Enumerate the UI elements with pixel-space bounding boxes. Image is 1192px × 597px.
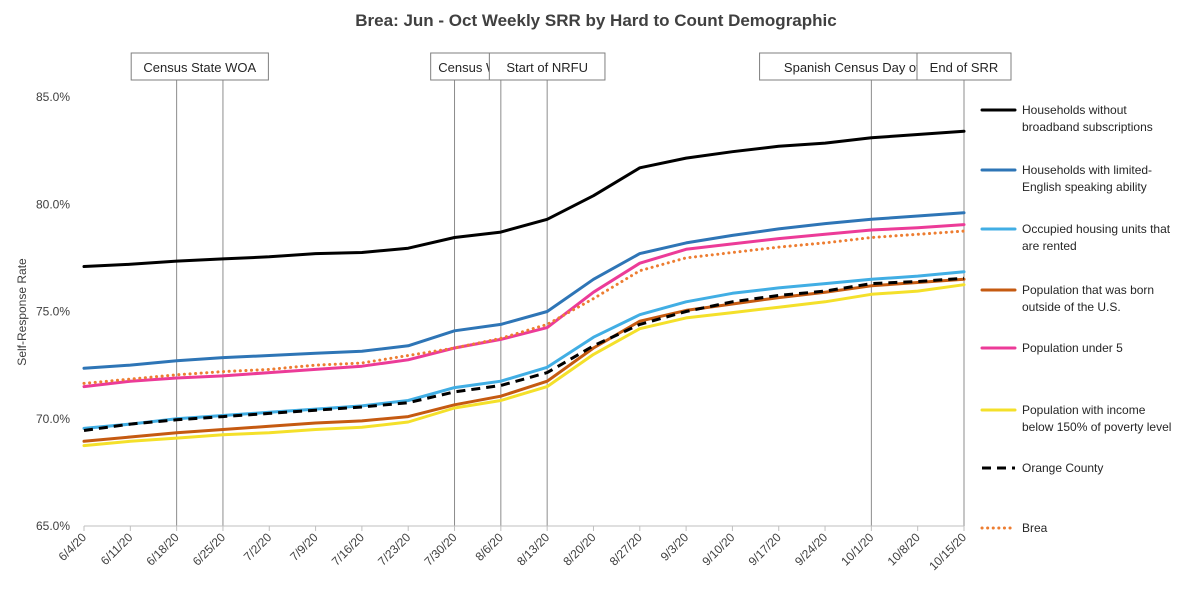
x-tick-label: 7/2/20 <box>241 530 275 564</box>
annotation-label: End of SRR <box>930 60 999 75</box>
axes-layer: 65.0%70.0%75.0%80.0%85.0%6/4/20 6/11/20 6/… <box>36 90 969 573</box>
legend-label: Orange County <box>1022 461 1103 475</box>
legend-label: Population that was born <box>1022 283 1154 297</box>
legend-label: Brea <box>1022 521 1048 535</box>
series-layer <box>82 129 966 448</box>
annotation-label: Census State WOA <box>143 60 256 75</box>
x-tick-label: 7/9/20 <box>287 530 321 564</box>
x-tick-label: 10/15/20 <box>926 530 969 573</box>
x-tick-label: 7/23/20 <box>375 530 413 568</box>
x-tick-label: 9/24/20 <box>792 530 830 568</box>
y-axis-label: Self-Response Rate <box>15 258 29 366</box>
series-line <box>82 211 966 370</box>
series-line <box>82 223 966 389</box>
x-tick-label: 9/17/20 <box>746 530 784 568</box>
y-tick-label: 70.0% <box>36 412 70 426</box>
annotation-box <box>916 52 1012 81</box>
y-tick-label: 65.0% <box>36 519 70 533</box>
annotation-label: Start of NRFU <box>506 60 588 75</box>
legend-label: Households with limited- <box>1022 163 1152 177</box>
y-tick-label: 80.0% <box>36 197 70 211</box>
legend-label: outside of the U.S. <box>1022 300 1121 314</box>
series-line <box>82 229 966 385</box>
series-line <box>82 283 966 448</box>
x-tick-label: 8/27/20 <box>607 530 645 568</box>
annotation-box <box>130 52 269 81</box>
x-tick-label: 10/1/20 <box>838 530 876 568</box>
legend-label: Population with income <box>1022 403 1146 417</box>
x-tick-label: 7/30/20 <box>421 530 459 568</box>
y-tick-label: 85.0% <box>36 90 70 104</box>
x-tick-label: 9/3/20 <box>658 530 692 564</box>
annotation-label: Spanish Census Day of Action <box>784 60 959 75</box>
x-tick-label: 8/13/20 <box>514 530 552 568</box>
legend: Households without broadband subscription… <box>980 103 1171 535</box>
x-tick-label: 6/4/20 <box>56 530 90 564</box>
series-line <box>83 276 965 432</box>
x-tick-label: 6/25/20 <box>190 530 228 568</box>
legend-label: below 150% of poverty level <box>1022 420 1171 434</box>
annotation-box <box>488 52 606 81</box>
series-line <box>82 129 966 268</box>
x-tick-label: 8/20/20 <box>560 530 598 568</box>
legend-label: broadband subscriptions <box>1022 120 1153 134</box>
x-tick-label: 7/16/20 <box>329 530 367 568</box>
x-tick-label: 8/6/20 <box>472 530 506 564</box>
x-tick-label: 9/10/20 <box>699 530 737 568</box>
legend-label: Population under 5 <box>1022 341 1123 355</box>
y-tick-label: 75.0% <box>36 305 70 319</box>
legend-label: Occupied housing units that <box>1022 222 1171 236</box>
legend-label: Households without <box>1022 103 1127 117</box>
x-tick-label: 6/11/20 <box>98 530 136 568</box>
legend-label: English speaking ability <box>1022 180 1147 194</box>
x-tick-label: 6/18/20 <box>144 530 182 568</box>
series-line <box>82 270 966 430</box>
legend-label: are rented <box>1022 239 1077 253</box>
x-tick-label: 10/8/20 <box>885 530 923 568</box>
chart-title: Brea: Jun - Oct Weekly SRR by Hard to Co… <box>355 11 836 30</box>
